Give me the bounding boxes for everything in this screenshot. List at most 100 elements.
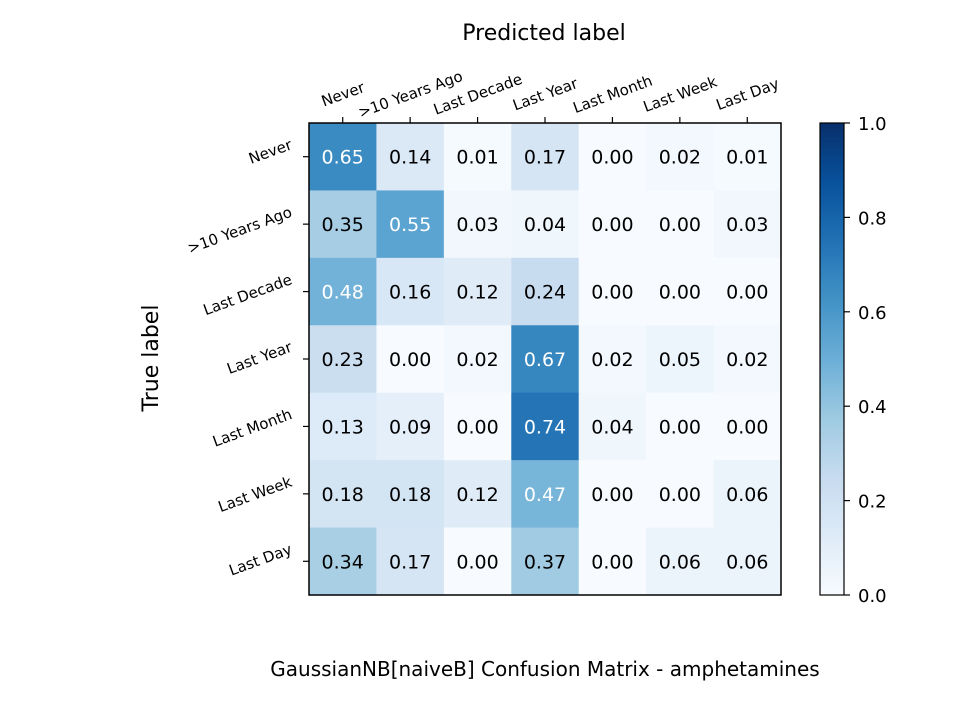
heatmap-cell — [309, 527, 377, 596]
cell-value-label: 0.00 — [591, 282, 633, 304]
cell-value-label: 0.65 — [322, 147, 364, 169]
colorbar-tick-label: 0.8 — [858, 208, 887, 229]
cell-value-label: 0.00 — [591, 147, 633, 169]
cell-value-label: 0.02 — [726, 349, 768, 371]
cell-value-label: 0.74 — [524, 416, 566, 438]
cell-value-label: 0.48 — [322, 282, 364, 304]
heatmap-cell — [646, 190, 715, 259]
heatmap-cell — [376, 392, 445, 461]
cell-value-label: 0.01 — [456, 147, 498, 169]
cell-value-label: 0.00 — [659, 214, 701, 236]
heatmap-cell — [309, 123, 377, 191]
cell-value-label: 0.00 — [389, 349, 431, 371]
cell-value-label: 0.34 — [322, 551, 364, 573]
cell-value-label: 0.02 — [591, 349, 633, 371]
cell-value-label: 0.35 — [322, 214, 364, 236]
x-tick-label: Last Day — [714, 75, 782, 114]
heatmap-cell — [578, 190, 647, 259]
cell-value-label: 0.37 — [524, 551, 566, 573]
heatmap-cell — [511, 527, 580, 596]
colorbar-ticks: 0.0 0.2 0.4 0.6 0.8 1.0 — [844, 114, 887, 607]
cell-value-label: 0.00 — [659, 416, 701, 438]
x-tick-label: Last Month — [571, 72, 655, 117]
heatmap-cell — [578, 123, 647, 191]
heatmap-cell — [511, 325, 580, 394]
cell-value-label: 0.04 — [591, 416, 633, 438]
colorbar-tick-label: 1.0 — [858, 114, 887, 135]
cell-value-label: 0.00 — [456, 551, 498, 573]
colorbar-tick-label: 0.0 — [858, 586, 887, 607]
heatmap-cell — [376, 460, 445, 529]
heatmap-cell — [713, 527, 782, 596]
cell-value-label: 0.00 — [591, 484, 633, 506]
heatmap-cells: 0.65 0.14 0.01 0.17 0.00 0.02 0.01 0.35 0.55 0.03… — [309, 123, 782, 596]
chart-caption: GaussianNB[naiveB] Confusion Matrix - am… — [270, 657, 819, 681]
cell-value-label: 0.67 — [524, 349, 566, 371]
heatmap-cell — [511, 392, 580, 461]
cell-value-label: 0.06 — [726, 551, 768, 573]
heatmap-cell — [578, 257, 647, 326]
heatmap-cell — [376, 190, 445, 259]
heatmap-cell — [646, 123, 715, 191]
heatmap-cell — [309, 392, 377, 461]
cell-value-label: 0.12 — [456, 484, 498, 506]
heatmap-cell — [646, 257, 715, 326]
cell-value-label: 0.13 — [322, 416, 364, 438]
heatmap-cell — [646, 527, 715, 596]
heatmap-cell — [646, 325, 715, 394]
cell-value-label: 0.24 — [524, 282, 566, 304]
y-axis-ticks: Never >10 Years Ago Last Decade Last Year La… — [185, 135, 309, 579]
heatmap-cell — [309, 460, 377, 529]
heatmap-cell — [578, 460, 647, 529]
heatmap-cell — [511, 123, 580, 191]
cell-value-label: 0.09 — [389, 416, 431, 438]
cell-value-label: 0.04 — [524, 214, 566, 236]
heatmap-cell — [443, 392, 512, 461]
heatmap-cell — [443, 325, 512, 394]
colorbar-tick-label: 0.4 — [858, 397, 887, 418]
cell-value-label: 0.06 — [659, 551, 701, 573]
heatmap-cell — [309, 257, 377, 326]
heatmap-cell — [646, 460, 715, 529]
cell-value-label: 0.16 — [389, 282, 431, 304]
cell-value-label: 0.00 — [456, 416, 498, 438]
cell-value-label: 0.18 — [322, 484, 364, 506]
plot-frame — [308, 122, 782, 596]
heatmap-cell — [511, 460, 580, 529]
y-tick-label: Never — [246, 135, 295, 167]
heatmap-cell — [713, 460, 782, 529]
heatmap-cell — [443, 190, 512, 259]
heatmap-cell — [713, 257, 782, 326]
cell-value-label: 0.17 — [389, 551, 431, 573]
cell-value-label: 0.12 — [456, 282, 498, 304]
y-tick-label: Last Month — [210, 405, 294, 450]
cell-value-label: 0.00 — [591, 214, 633, 236]
x-axis-title: Predicted label — [462, 21, 625, 46]
cell-value-label: 0.00 — [591, 551, 633, 573]
heatmap-cell — [578, 325, 647, 394]
heatmap-cell — [646, 392, 715, 461]
heatmap-cell — [443, 460, 512, 529]
heatmap-cell — [443, 527, 512, 596]
cell-value-label: 0.00 — [726, 416, 768, 438]
heatmap-cell — [443, 257, 512, 326]
cell-value-label: 0.06 — [726, 484, 768, 506]
cell-value-label: 0.02 — [659, 147, 701, 169]
heatmap-cell — [443, 123, 512, 191]
heatmap-cell — [376, 257, 445, 326]
cell-value-label: 0.55 — [389, 214, 431, 236]
heatmap-cell — [376, 325, 445, 394]
cell-value-label: 0.03 — [456, 214, 498, 236]
colorbar-tick-label: 0.2 — [858, 492, 887, 513]
heatmap-cell — [713, 392, 782, 461]
colorbar — [819, 122, 845, 596]
heatmap-cell — [713, 325, 782, 394]
heatmap-cell — [713, 190, 782, 259]
cell-value-label: 0.23 — [322, 349, 364, 371]
cell-value-label: 0.47 — [524, 484, 566, 506]
y-tick-label: Last Decade — [201, 270, 295, 319]
y-tick-label: >10 Years Ago — [185, 203, 294, 257]
heatmap-cell — [511, 257, 580, 326]
